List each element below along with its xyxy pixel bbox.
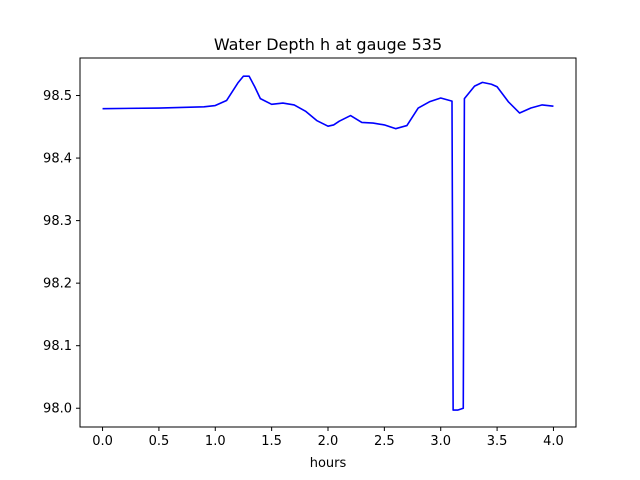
y-tick-label: 98.1 <box>43 339 72 354</box>
x-axis-label: hours <box>310 456 347 471</box>
y-tick-label: 98.3 <box>43 214 72 229</box>
x-tick-label: 1.0 <box>205 434 226 449</box>
series-line <box>102 75 554 411</box>
y-tick-label: 98.4 <box>43 152 72 167</box>
y-tick-label: 98.2 <box>43 277 72 292</box>
x-tick-label: 1.5 <box>261 434 282 449</box>
plot-area <box>102 75 554 411</box>
chart-title: Water Depth h at gauge 535 <box>214 35 442 54</box>
x-tick-label: 0.0 <box>92 434 113 449</box>
x-tick-label: 2.0 <box>318 434 339 449</box>
y-tick-label: 98.5 <box>43 89 72 104</box>
axes-frame <box>79 57 577 428</box>
y-tick-label: 98.0 <box>43 402 72 417</box>
x-tick-label: 3.0 <box>430 434 451 449</box>
axis-ticks: 0.0 0.5 1.0 1.5 2.0 2.5 3.0 3.5 4.0 98.0 98.1 98.2 9… <box>43 89 564 449</box>
x-tick-label: 4.0 <box>543 434 564 449</box>
x-tick-label: 2.5 <box>374 434 395 449</box>
x-tick-label: 0.5 <box>149 434 170 449</box>
x-tick-label: 3.5 <box>487 434 508 449</box>
